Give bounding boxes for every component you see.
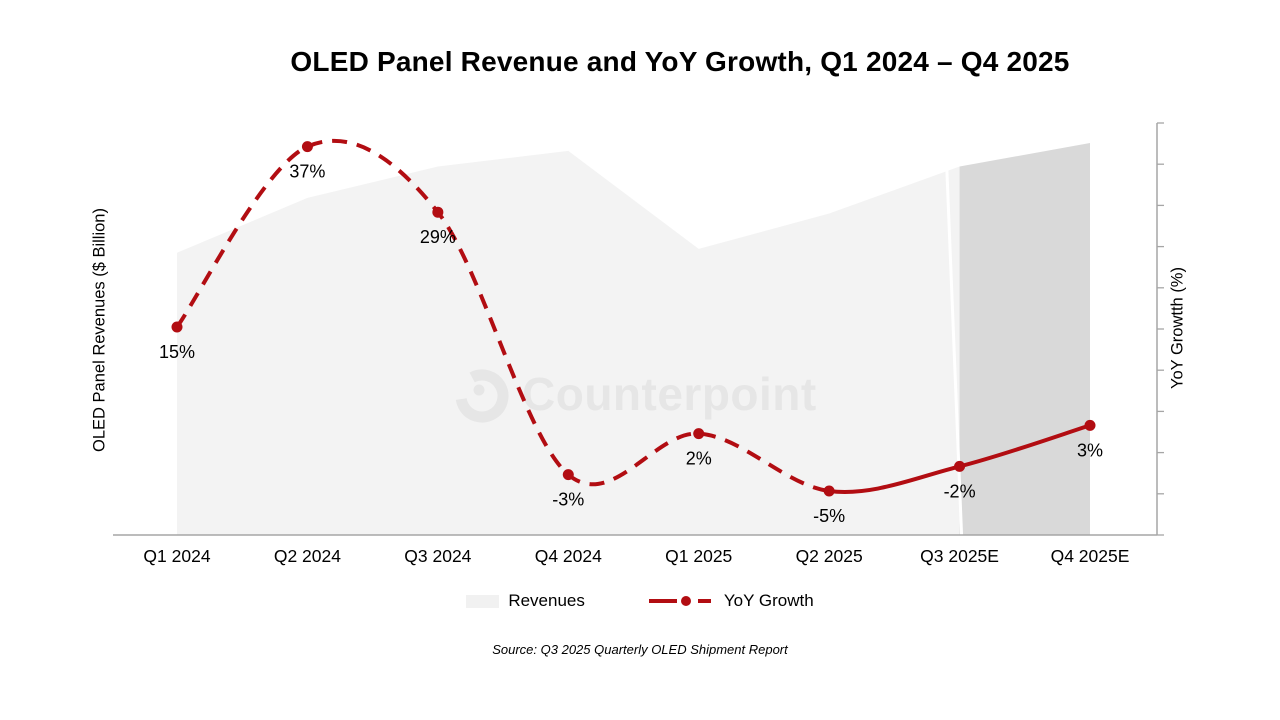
data-point-label: 2%	[686, 449, 712, 469]
data-point-label: 29%	[420, 227, 456, 247]
data-point-marker	[171, 321, 183, 333]
source-note: Source: Q3 2025 Quarterly OLED Shipment …	[492, 642, 788, 657]
legend-item-revenues: Revenues	[466, 591, 585, 611]
x-tick-label: Q1 2024	[143, 546, 210, 566]
revenue-area-actual	[177, 150, 960, 535]
data-point-marker	[954, 460, 966, 472]
data-point-marker	[301, 141, 313, 153]
data-point-label: -3%	[552, 490, 584, 510]
data-point-marker	[823, 485, 835, 497]
x-tick-label: Q2 2024	[274, 546, 341, 566]
yoy-line-dashed	[175, 138, 830, 493]
x-tick-label: Q3 2025E	[920, 546, 999, 566]
yoy-line-sample-icon	[648, 596, 711, 606]
legend-yoy-label: YoY Growth	[723, 591, 814, 610]
revenues-swatch-icon	[466, 594, 500, 608]
chart-title: OLED Panel Revenue and YoY Growth, Q1 20…	[290, 46, 1070, 77]
data-point-marker	[693, 428, 705, 440]
forecast-seam	[945, 162, 964, 536]
legend-item-yoy: YoY Growth	[647, 591, 814, 611]
data-point-marker	[432, 206, 444, 218]
chart-legend: Revenues YoY Growth	[0, 591, 1280, 611]
data-point-label: -2%	[944, 481, 976, 501]
data-point-marker	[562, 469, 574, 481]
legend-revenues-label: Revenues	[508, 591, 585, 610]
data-point-label: 3%	[1077, 440, 1103, 460]
x-tick-label: Q1 2025	[665, 546, 732, 566]
x-tick-label: Q3 2024	[404, 546, 471, 566]
data-point-label: 15%	[159, 342, 195, 362]
data-point-label: -5%	[813, 506, 845, 526]
x-tick-label: Q2 2025	[796, 546, 863, 566]
x-tick-label: Q4 2025E	[1051, 546, 1130, 566]
data-point-label: 37%	[289, 162, 325, 182]
data-point-marker	[1084, 419, 1096, 431]
x-tick-label: Q4 2024	[535, 546, 602, 566]
